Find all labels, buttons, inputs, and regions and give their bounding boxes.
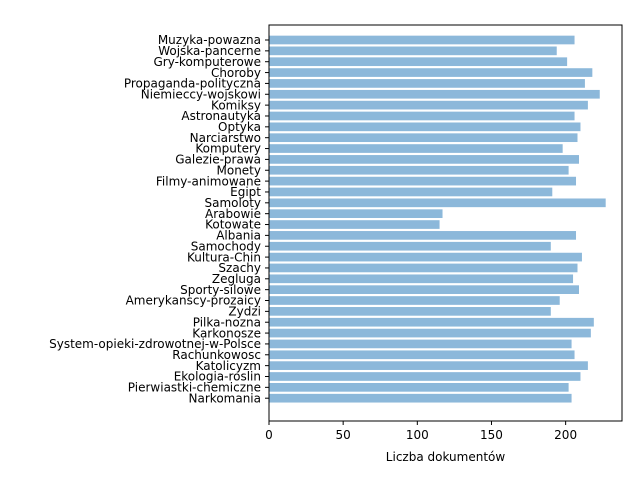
- bar-katolicyzm: [269, 361, 588, 370]
- bar-choroby: [269, 68, 593, 77]
- bar-samoloty: [269, 198, 606, 208]
- category-label-katolicyzm: Katolicyzm: [196, 359, 261, 373]
- category-label-monety: Monety: [217, 163, 262, 177]
- bar-komputery: [269, 144, 563, 153]
- category-label-narciarstwo: Narciarstwo: [190, 131, 261, 145]
- bars-group: [269, 35, 606, 403]
- category-label-zegluga: Zegluga: [212, 272, 261, 286]
- bar-pierwiastki-chemiczne: [269, 383, 569, 392]
- bar-niemieccy-wojskowi: [269, 89, 600, 99]
- bar-astronautyka: [269, 111, 575, 121]
- plot-frame: [268, 24, 623, 422]
- category-label-ekologia-roslin: Ekologia-roslin: [174, 370, 261, 384]
- bar-amerykanscy-prozaicy: [269, 296, 560, 305]
- category-label-szachy: Szachy: [218, 261, 261, 275]
- bar-propaganda-polityczna: [269, 79, 585, 88]
- category-label-galezie-prawa: Galezie-prawa: [175, 153, 261, 167]
- category-label-kultura-chin: Kultura-Chin: [187, 250, 261, 264]
- category-label-samoloty: Samoloty: [205, 196, 261, 210]
- bar-gry-komputerowe: [269, 57, 568, 67]
- category-label-pierwiastki-chemiczne: Pierwiastki-chemiczne: [128, 381, 261, 395]
- category-label-amerykanscy-prozaicy: Amerykanscy-prozaicy: [126, 294, 261, 308]
- category-label-muzyka-powazna: Muzyka-powazna: [158, 33, 261, 47]
- category-label-filmy-animowane: Filmy-animowane: [156, 174, 261, 188]
- bar-komiksy: [269, 100, 588, 110]
- bar-optyka: [269, 122, 581, 132]
- bar-arabowie: [269, 209, 443, 219]
- category-label-samochody: Samochody: [191, 239, 261, 253]
- category-label-komiksy: Komiksy: [211, 98, 261, 112]
- x-tick-label-100: 100: [406, 428, 429, 442]
- bar-narkomania: [269, 393, 572, 403]
- category-label-narkomania: Narkomania: [189, 391, 261, 405]
- category-label-niemieccy-wojskowi: Niemieccy-wojskowi: [141, 87, 261, 101]
- x-tick-label-200: 200: [554, 428, 577, 442]
- bar-samochody: [269, 241, 551, 251]
- category-label-system-opieki-zdrowotnej-w-polsce: System-opieki-zdrowotnej-w-Polsce: [49, 337, 261, 351]
- category-label-rachunkowosc: Rachunkowosc: [172, 348, 261, 362]
- x-axis-title: Liczba dokumentów: [386, 450, 506, 464]
- bar-filmy-animowane: [269, 176, 577, 186]
- category-label-gry-komputerowe: Gry-komputerowe: [153, 55, 261, 69]
- bar-sporty-silowe: [269, 285, 579, 294]
- category-label-karkonosze: Karkonosze: [192, 326, 261, 340]
- bar-ekologia-roslin: [269, 372, 581, 381]
- bar-kultura-chin: [269, 252, 582, 262]
- category-labels-group: Muzyka-powaznaWojska-pancerneGry-kompute…: [49, 33, 269, 405]
- x-tick-label-50: 50: [336, 428, 351, 442]
- category-label-astronautyka: Astronautyka: [181, 109, 261, 123]
- category-label-zydzi: Zydzi: [228, 305, 261, 319]
- category-label-sporty-silowe: Sporty-silowe: [180, 283, 261, 297]
- category-label-optyka: Optyka: [218, 120, 261, 134]
- category-label-arabowie: Arabowie: [205, 207, 261, 221]
- bar-narciarstwo: [269, 133, 578, 143]
- category-label-choroby: Choroby: [211, 66, 261, 80]
- bar-zydzi: [269, 307, 551, 316]
- category-label-wojska-pancerne: Wojska-pancerne: [158, 44, 261, 58]
- bar-rachunkowosc: [269, 350, 575, 360]
- category-label-komputery: Komputery: [195, 142, 261, 156]
- x-ticks-group: 0 50 100 150 200: [265, 421, 577, 442]
- bar-galezie-prawa: [269, 155, 579, 164]
- category-label-albania: Albania: [216, 229, 261, 243]
- bar-muzyka-powazna: [269, 35, 575, 45]
- bar-szachy: [269, 263, 578, 273]
- bar-egipt: [269, 187, 553, 197]
- bar-kotowate: [269, 220, 440, 229]
- category-label-pilka-nozna: Pilka-nozna: [193, 315, 261, 329]
- bar-wojska-pancerne: [269, 46, 557, 56]
- bar-zegluga: [269, 274, 574, 284]
- category-label-egipt: Egipt: [230, 185, 261, 199]
- bar-pilka-nozna: [269, 317, 594, 327]
- category-label-kotowate: Kotowate: [205, 218, 261, 232]
- category-label-propaganda-polityczna: Propaganda-polityczna: [124, 77, 261, 91]
- x-tick-label-150: 150: [480, 428, 503, 442]
- x-tick-label-0: 0: [265, 428, 273, 442]
- bar-system-opieki-zdrowotnej-w-polsce: [269, 339, 572, 349]
- bar-monety: [269, 165, 569, 175]
- bar-albania: [269, 231, 577, 240]
- bar-karkonosze: [269, 328, 591, 338]
